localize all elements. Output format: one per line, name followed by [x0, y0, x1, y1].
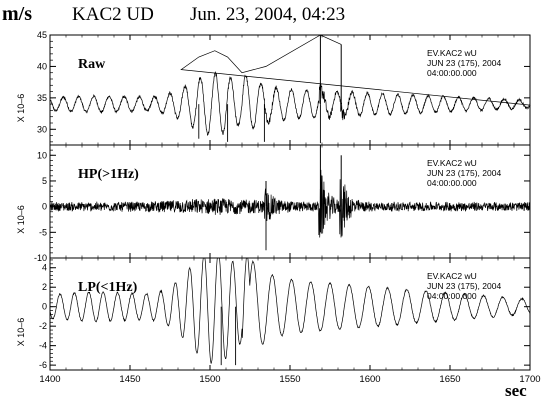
panel-label: LP(<1Hz) — [78, 280, 138, 295]
info-line-2: JUN 23 (175), 2004 — [427, 281, 501, 291]
datetime-title: Jun. 23, 2004, 04:23 — [190, 4, 346, 25]
y-tick-label: -2 — [39, 321, 47, 331]
x-tick-label: 1550 — [279, 374, 300, 385]
y-tick-label: -6 — [39, 360, 47, 370]
y-tick-label: 40 — [37, 61, 47, 71]
waveform-line — [49, 257, 531, 365]
info-line-3: 04:00:00.000 — [427, 68, 477, 78]
scale-label: X 10–6 — [16, 318, 26, 347]
unit-label: m/s — [2, 3, 32, 25]
x-tick-label: 1500 — [199, 374, 220, 385]
y-tick-label: -10 — [34, 253, 47, 263]
y-tick-label: 0 — [42, 302, 47, 312]
waveform-line — [49, 34, 531, 136]
y-tick-label: 4 — [42, 263, 47, 273]
x-tick-label: 1650 — [439, 374, 460, 385]
x-tick-label: 1600 — [359, 374, 380, 385]
info-line-1: EV.KAC2 wU — [427, 48, 477, 58]
y-tick-label: 45 — [37, 30, 47, 40]
x-tick-label: 1450 — [119, 374, 140, 385]
scale-label: X 10–6 — [16, 205, 26, 234]
info-line-3: 04:00:00.000 — [427, 178, 477, 188]
y-tick-label: 10 — [37, 150, 47, 160]
x-tick-label: 1400 — [39, 374, 60, 385]
panel-label: HP(>1Hz) — [78, 167, 139, 182]
waveform-line — [49, 169, 531, 238]
y-tick-label: 2 — [42, 282, 47, 292]
y-tick-label: 5 — [42, 176, 47, 186]
info-line-2: JUN 23 (175), 2004 — [427, 168, 501, 178]
y-tick-label: 35 — [37, 93, 47, 103]
y-tick-label: 30 — [37, 124, 47, 134]
x-tick-label: 1700 — [519, 374, 540, 385]
y-tick-label: 0 — [42, 202, 47, 212]
station-title: KAC2 UD — [72, 4, 154, 25]
info-line-1: EV.KAC2 wU — [427, 271, 477, 281]
y-tick-label: -5 — [39, 227, 47, 237]
scale-label: X 10–6 — [16, 94, 26, 123]
x-axis-unit: sec — [505, 381, 527, 400]
info-line-3: 04:00:00.000 — [427, 291, 477, 301]
panel-label: Raw — [78, 57, 106, 72]
info-line-2: JUN 23 (175), 2004 — [427, 58, 501, 68]
info-line-1: EV.KAC2 wU — [427, 158, 477, 168]
y-tick-label: -4 — [39, 341, 47, 351]
